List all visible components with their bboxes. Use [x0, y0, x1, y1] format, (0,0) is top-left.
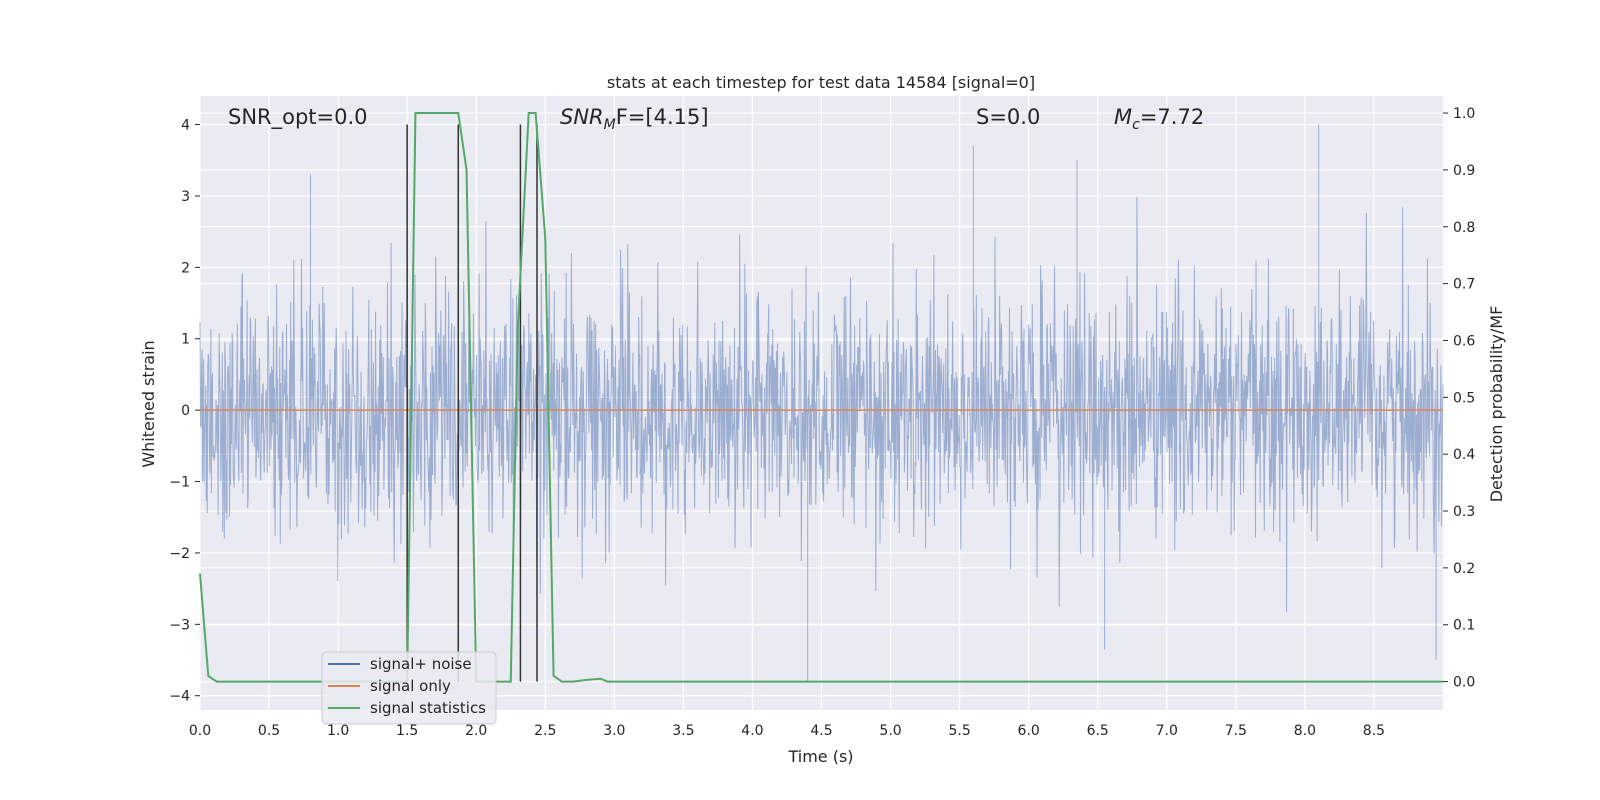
legend: signal+ noise signal only signal statist…	[321, 651, 497, 725]
legend-label-signal-statistics: signal statistics	[370, 699, 486, 717]
x-tick-label: 6.5	[1087, 723, 1109, 739]
x-tick-label: 7.5	[1225, 723, 1247, 739]
chart-title: stats at each timestep for test data 145…	[607, 73, 1035, 92]
y-left-tick-label: −4	[169, 689, 190, 705]
x-axis-ticks: 0.0 0.5 1.0 1.5 2.0 2.5 3.0 3.5 4.0 4.5 5.0 5.5 6.0 6…	[189, 723, 1385, 739]
x-tick-label: 8.0	[1294, 723, 1316, 739]
annotation-snr-mf: SNRMF=[4.15]	[560, 105, 709, 133]
x-tick-label: 8.5	[1363, 723, 1385, 739]
y-right-tick-label: 0.0	[1453, 675, 1475, 691]
signal-statistics-line	[199, 112, 1443, 683]
annotation-snr-opt: SNR_opt=0.0	[228, 105, 368, 130]
grid	[199, 96, 1443, 710]
x-tick-label: 5.0	[879, 723, 901, 739]
y-left-tick-label: 2	[181, 260, 190, 276]
y-right-tick-label: 0.4	[1453, 447, 1475, 463]
y-right-tick-label: 0.3	[1453, 504, 1475, 520]
x-tick-label: 3.5	[672, 723, 694, 739]
x-tick-label: 1.5	[396, 723, 418, 739]
x-tick-label: 4.5	[810, 723, 832, 739]
annotation-snr-mf-rest: F=[4.15]	[616, 105, 709, 129]
legend-box	[321, 651, 497, 725]
annotation-mc: Mc=7.72	[1114, 105, 1204, 133]
x-tick-label: 1.0	[327, 723, 349, 739]
y-right-tick-label: 1.0	[1453, 106, 1475, 122]
x-tick-label: 2.0	[465, 723, 487, 739]
y-right-tick-label: 0.8	[1453, 220, 1475, 236]
annotation-mc-base: M	[1114, 105, 1132, 129]
y-left-tick-label: −1	[169, 475, 190, 491]
y-left-tick-label: 3	[181, 189, 190, 205]
legend-label-signal-noise: signal+ noise	[370, 655, 472, 673]
annotation-snr-mf-sub: M	[604, 117, 616, 133]
y-right-tick-label: 0.2	[1453, 561, 1475, 577]
x-tick-label: 5.5	[948, 723, 970, 739]
x-tick-label: 0.0	[189, 723, 211, 739]
series-signal-statistics	[199, 112, 1443, 683]
x-tick-label: 3.0	[603, 723, 625, 739]
annotation-mc-sub: c	[1132, 117, 1140, 133]
y-left-tick-label: 1	[181, 332, 190, 348]
y-right-tick-label: 0.7	[1453, 277, 1475, 293]
y-right-axis-ticks: 1.0 0.9 0.8 0.7 0.6 0.5 0.4 0.3 0.2 0.1 0.0	[1443, 106, 1475, 691]
x-tick-label: 2.5	[534, 723, 556, 739]
x-tick-label: 6.0	[1018, 723, 1040, 739]
y-left-tick-label: 4	[181, 118, 190, 134]
x-tick-label: 4.0	[741, 723, 763, 739]
y-right-tick-label: 0.5	[1453, 390, 1475, 406]
y-right-tick-label: 0.6	[1453, 333, 1475, 349]
x-axis-label: Time (s)	[787, 747, 853, 766]
y-right-tick-label: 0.9	[1453, 163, 1475, 179]
x-tick-label: 7.0	[1156, 723, 1178, 739]
annotation-s: S=0.0	[976, 105, 1040, 129]
y-right-tick-label: 0.1	[1453, 618, 1475, 634]
annotation-snr-mf-base: SNR	[560, 105, 604, 129]
y-left-tick-label: 0	[181, 403, 190, 419]
legend-label-signal-only: signal only	[370, 677, 451, 695]
y-left-axis-ticks: 4 3 2 1 0 −1 −2 −3 −4	[169, 118, 200, 705]
y-left-tick-label: −2	[169, 546, 190, 562]
annotation-mc-rest: =7.72	[1140, 105, 1204, 129]
x-tick-label: 0.5	[258, 723, 280, 739]
y-left-axis-label: Whitened strain	[139, 340, 158, 467]
y-left-tick-label: −3	[169, 617, 190, 633]
vertical-markers	[406, 124, 538, 682]
y-right-axis-label: Detection probability/MF	[1487, 306, 1506, 503]
